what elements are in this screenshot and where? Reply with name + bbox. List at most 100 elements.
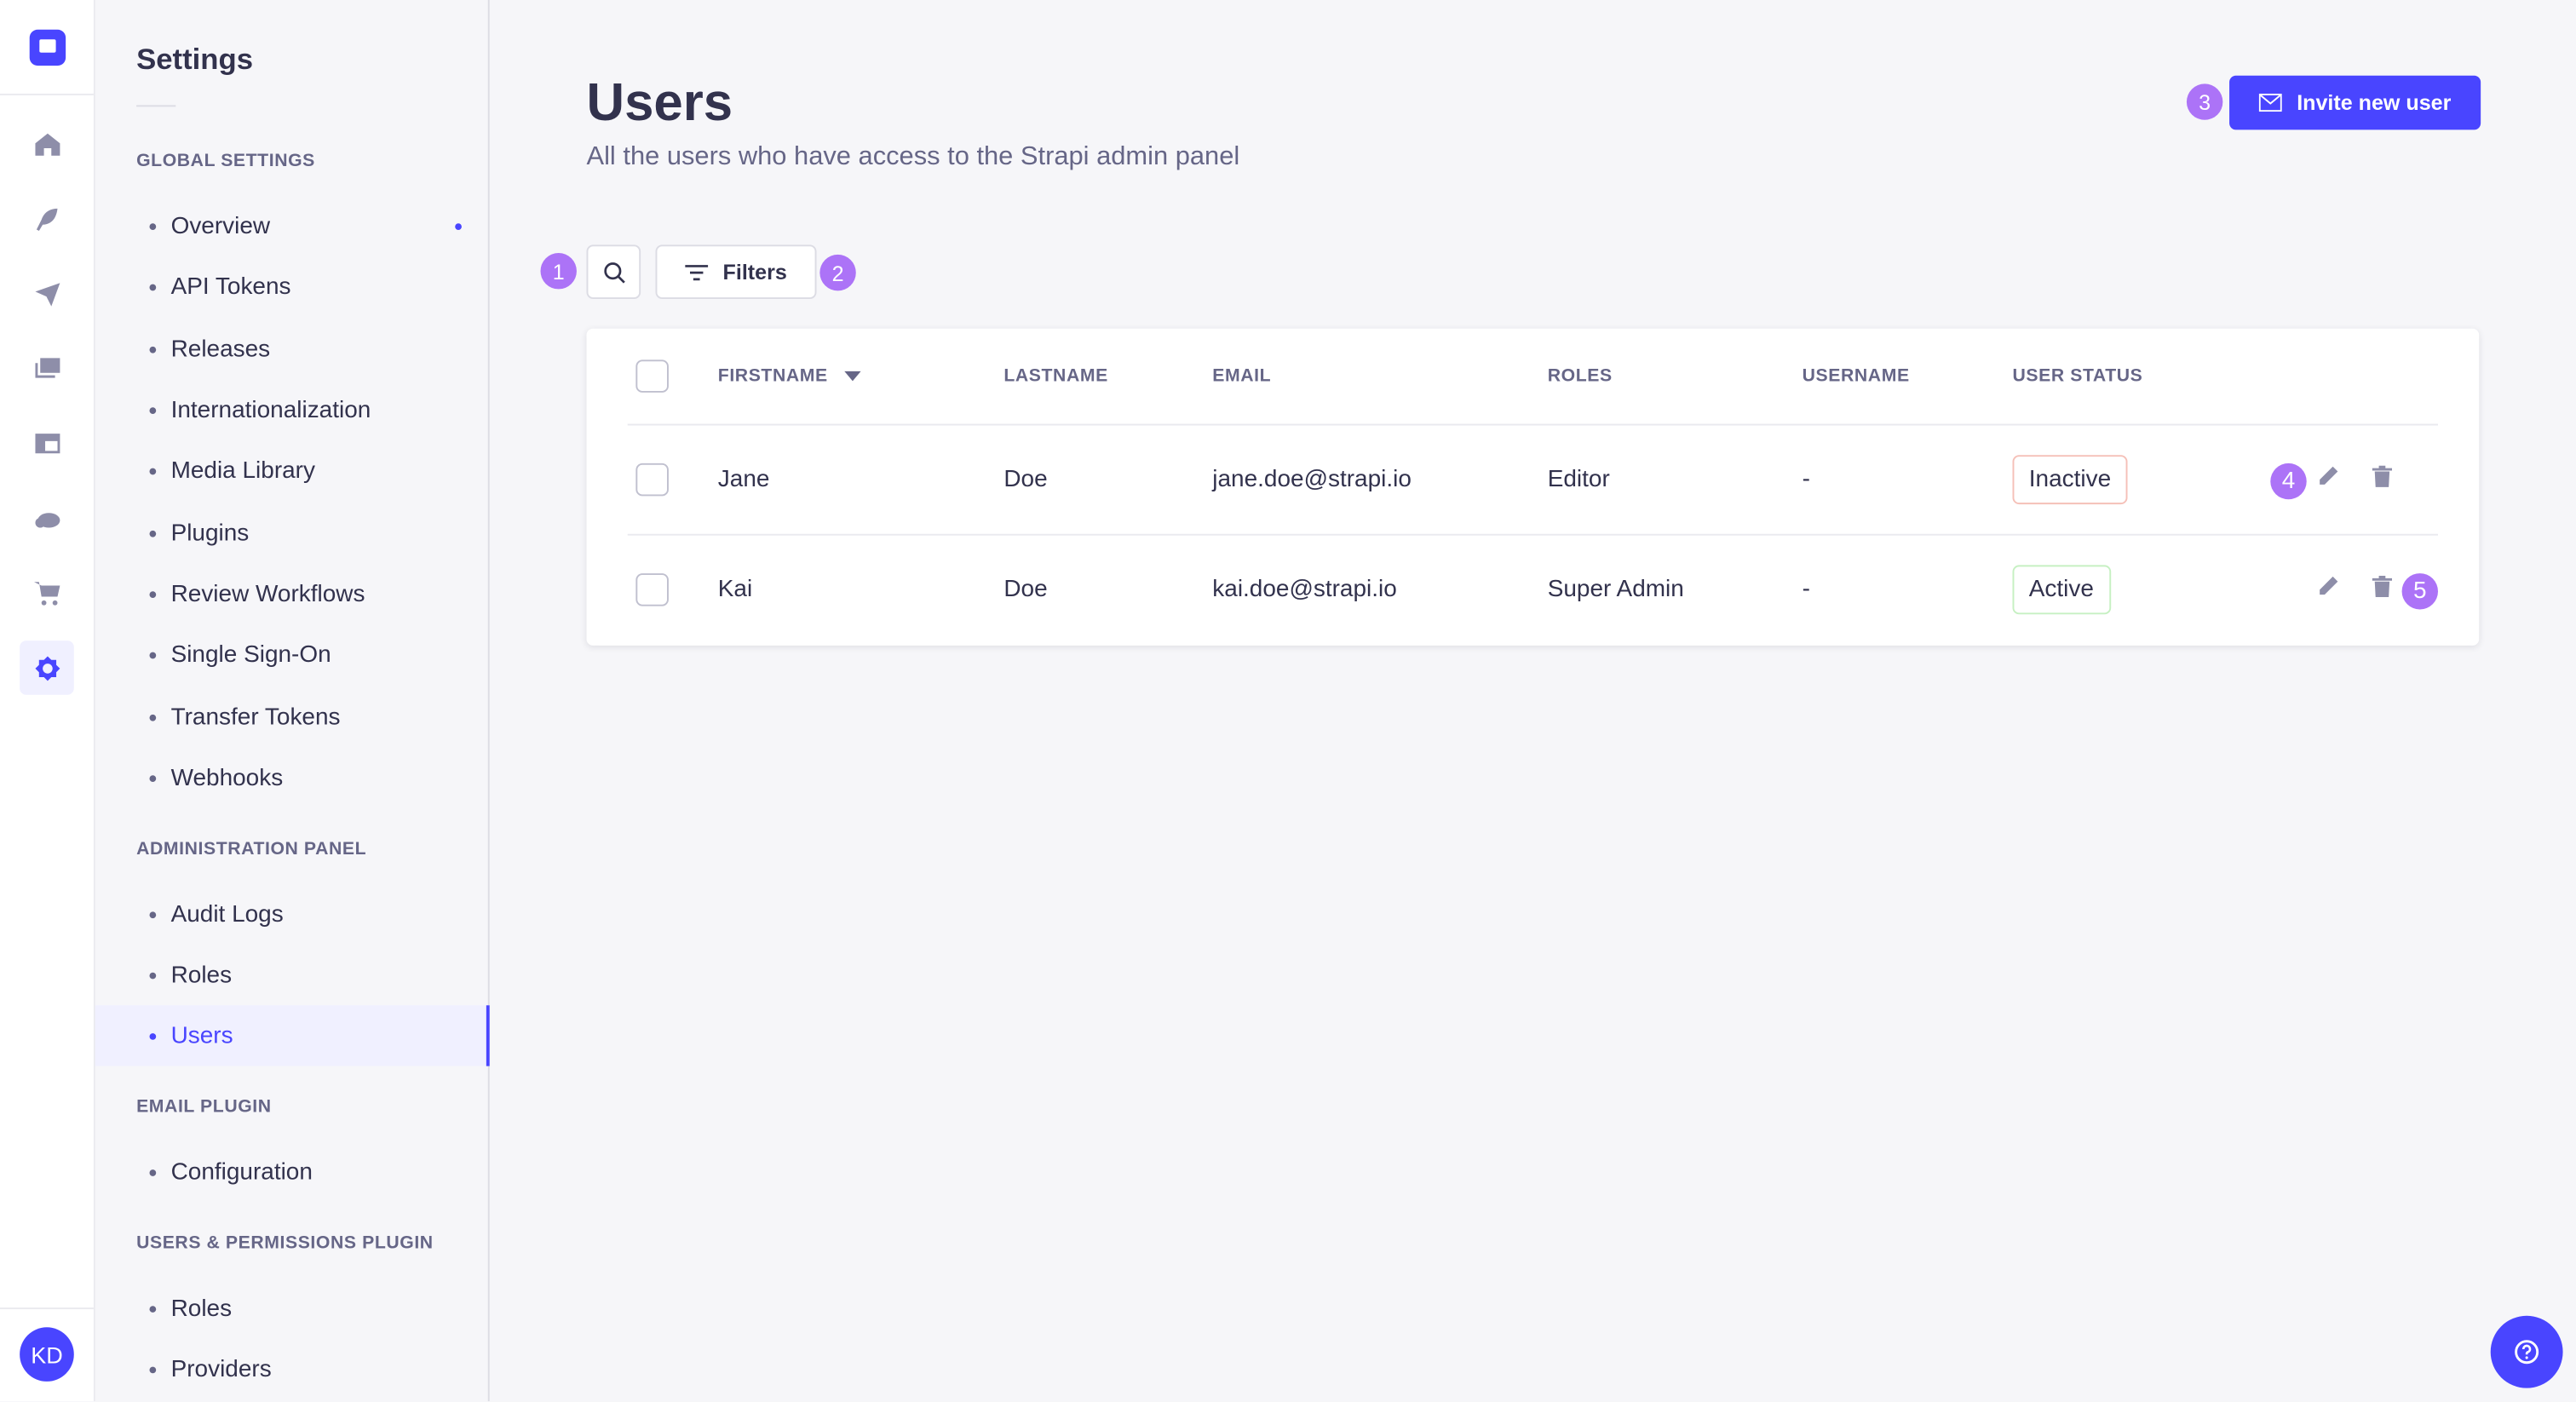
annotation-badge: 2 [819,254,856,291]
envelope-icon [2258,93,2282,112]
column-header-lastname[interactable]: Lastname [1003,366,1108,387]
filters-button[interactable]: Filters [655,244,817,299]
status-badge: Inactive [2012,455,2128,505]
row-checkbox[interactable] [635,573,669,606]
column-header-email[interactable]: Email [1212,366,1272,387]
annotation-badge: 4 [2270,463,2307,500]
cell-email: kai.doe@strapi.io [1212,576,1397,603]
annotation-badge: 3 [2186,83,2223,120]
delete-trash-icon[interactable] [2371,465,2394,495]
cloud-icon[interactable] [20,491,74,546]
column-header-firstname[interactable]: Firstname [718,366,861,386]
search-button[interactable] [586,244,641,299]
feather-icon[interactable] [20,191,74,245]
divider [136,105,176,107]
sidebar-item-label: Users [170,1022,233,1049]
column-label: Firstname [717,366,828,387]
sidebar-item-sso[interactable]: Single Sign-On [95,624,490,685]
cell-username: - [1802,576,1810,603]
sidebar-item-audit-logs[interactable]: Audit Logs [95,884,490,945]
search-icon [603,261,624,283]
sidebar-item-api-tokens[interactable]: API Tokens [95,256,490,317]
annotation-badge: 1 [540,252,577,290]
help-button[interactable] [2490,1315,2563,1388]
sidebar-item-overview[interactable]: Overview [95,195,490,256]
sidebar-item-releases[interactable]: Releases [95,319,490,379]
sidebar-item-label: Configuration [170,1158,313,1186]
sidebar-item-label: Roles [170,1295,233,1322]
section-email-plugin: Email Plugin [136,1097,272,1118]
row-checkbox[interactable] [635,463,669,497]
section-administration-panel: Administration Panel [136,839,367,859]
column-header-status: User status [2012,366,2143,387]
cell-lastname: Doe [1003,576,1048,603]
column-header-username[interactable]: Username [1802,366,1910,387]
sidebar-title: Settings [136,43,254,76]
sidebar-item-label: Plugins [170,520,250,547]
users-table: Firstname Lastname Email Roles Username … [586,328,2480,646]
cell-roles: Editor [1547,466,1610,493]
filter-icon [685,264,709,280]
invite-user-button[interactable]: Invite new user [2229,75,2481,130]
home-icon[interactable] [20,117,74,171]
edit-pencil-icon[interactable] [2316,575,2339,605]
sidebar-item-media-library[interactable]: Media Library [95,440,490,501]
sidebar-item-configuration[interactable]: Configuration [95,1141,490,1202]
page-subtitle: All the users who have access to the Str… [586,142,1240,171]
sidebar-item-review-workflows[interactable]: Review Workflows [95,563,490,623]
divider [0,93,94,95]
divider [627,533,2438,536]
sidebar-item-label: Single Sign-On [170,641,331,668]
paper-plane-icon[interactable] [20,266,74,320]
sidebar-item-webhooks[interactable]: Webhooks [95,747,490,807]
cart-icon[interactable] [20,565,74,619]
delete-trash-icon[interactable] [2371,575,2394,605]
page-title: Users [586,72,733,132]
sort-caret-down-icon [844,371,861,382]
images-icon[interactable] [20,340,74,394]
select-all-checkbox[interactable] [635,359,669,393]
divider [627,423,2438,426]
sidebar-item-plugins[interactable]: Plugins [95,503,490,563]
gear-icon[interactable] [20,641,74,695]
cell-firstname: Kai [717,576,753,603]
cell-firstname: Jane [717,466,770,493]
sidebar-item-label: Audit Logs [170,900,284,928]
column-header-roles: Roles [1547,366,1613,387]
cell-username: - [1802,466,1810,493]
section-users-permissions: Users & Permissions Plugin [136,1233,434,1254]
sidebar-item-up-roles[interactable]: Roles [95,1278,490,1338]
layout-icon[interactable] [20,416,74,470]
settings-sidebar: Settings Global Settings Overview API To… [95,0,490,1402]
sidebar-item-users[interactable]: Users [95,1005,490,1066]
notification-dot [455,222,462,230]
filters-label: Filters [722,259,787,284]
status-badge: Active [2012,565,2111,615]
sidebar-item-label: Overview [170,212,271,239]
question-icon [2515,1340,2539,1365]
logo-icon[interactable] [29,29,66,66]
sidebar-item-label: Roles [170,962,233,989]
cell-email: jane.doe@strapi.io [1212,466,1412,493]
sidebar-item-label: Releases [170,336,271,363]
sidebar-item-label: Media Library [170,457,315,484]
sidebar-item-label: Webhooks [170,764,284,791]
section-global-settings: Global Settings [136,151,315,171]
divider [0,1307,94,1310]
invite-label: Invite new user [2297,90,2452,115]
edit-pencil-icon[interactable] [2316,465,2339,495]
sidebar-item-providers[interactable]: Providers [95,1339,490,1399]
sidebar-item-label: API Tokens [170,273,291,300]
sidebar-item-transfer-tokens[interactable]: Transfer Tokens [95,687,490,747]
sidebar-item-label: Providers [170,1356,272,1382]
cell-lastname: Doe [1003,466,1048,493]
avatar[interactable]: KD [20,1327,74,1382]
sidebar-item-label: Review Workflows [170,580,365,607]
sidebar-item-roles[interactable]: Roles [95,945,490,1005]
annotation-badge: 5 [2401,573,2438,610]
sidebar-item-label: Transfer Tokens [170,704,341,731]
sidebar-item-internationalization[interactable]: Internationalization [95,379,490,440]
sidebar-item-label: Internationalization [170,396,371,423]
cell-roles: Super Admin [1547,576,1684,603]
